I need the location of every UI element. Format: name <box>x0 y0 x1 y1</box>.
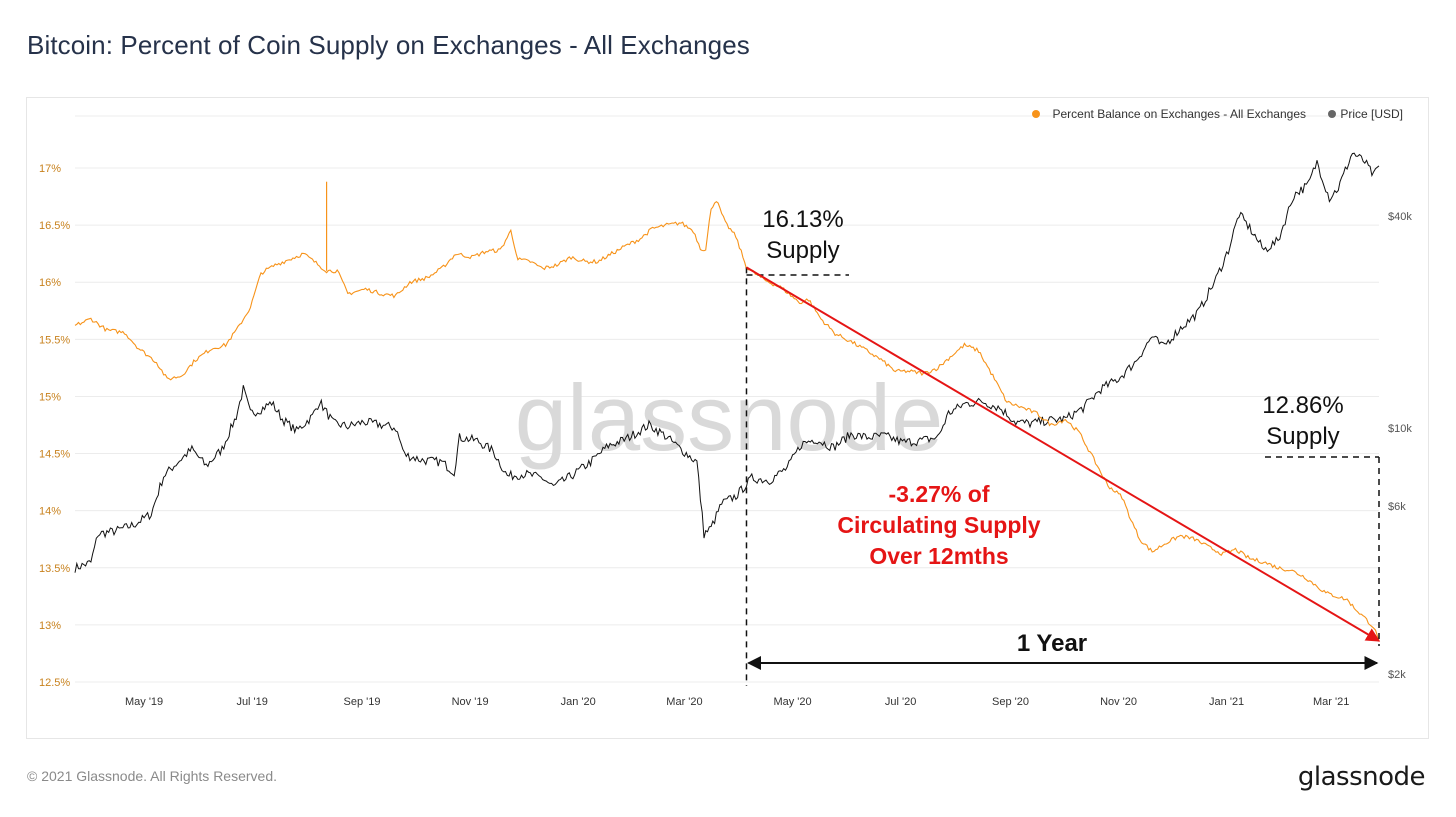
y-left-tick-label: 13% <box>39 620 61 632</box>
y-left-tick-label: 16% <box>39 277 61 289</box>
change-label: -3.27% of Circulating Supply Over 12mths <box>837 481 1040 569</box>
y-right-tick-label: $40k <box>1388 211 1412 223</box>
x-tick-label: May '19 <box>125 696 163 708</box>
y-left-tick-label: 12.5% <box>39 677 70 689</box>
y-right-tick-label: $10k <box>1388 423 1412 435</box>
axes: 17% 16.5% 16% 15.5% 15% 14.5% 14% 13.5% 13% 12.5%… <box>39 163 1412 708</box>
change-label-line: Over 12mths <box>869 543 1008 569</box>
brand-logo: glassnode <box>1297 762 1426 792</box>
trend-arrow <box>745 266 1381 642</box>
x-tick-label: Jan '21 <box>1209 696 1244 708</box>
page-title: Bitcoin: Percent of Coin Supply on Excha… <box>27 30 750 60</box>
y-left-tick-label: 15% <box>39 391 61 403</box>
percent-balance-line <box>74 201 1380 642</box>
x-tick-label: Nov '20 <box>1100 696 1137 708</box>
end-supply-label: 12.86% Supply <box>1262 392 1343 450</box>
legend-dot-supply[interactable] <box>1032 110 1040 118</box>
start-supply-label-line: 16.13% <box>762 206 843 233</box>
x-tick-label: Jul '19 <box>236 696 267 708</box>
end-supply-label-line: Supply <box>1266 423 1339 450</box>
start-supply-label: 16.13% Supply <box>762 206 843 264</box>
x-tick-label: Nov '19 <box>452 696 489 708</box>
y-left-tick-label: 14.5% <box>39 449 70 461</box>
x-tick-label: Mar '20 <box>666 696 702 708</box>
grid-lines <box>75 115 1379 683</box>
x-tick-label: Sep '20 <box>992 696 1029 708</box>
x-tick-label: Mar '21 <box>1313 696 1349 708</box>
y-left-tick-label: 14% <box>39 506 61 518</box>
price-usd-line <box>74 152 1380 573</box>
annotations: 16.13% Supply 12.86% Supply -3.27% of Circula… <box>745 206 1381 686</box>
legend[interactable]: Price [USD] Percent Balance on Exchanges … <box>1032 107 1403 121</box>
y-left-tick-label: 16.5% <box>39 220 70 232</box>
y-right-tick-label: $2k <box>1388 669 1406 681</box>
x-tick-label: Sep '19 <box>344 696 381 708</box>
legend-dot-price[interactable] <box>1328 110 1336 118</box>
x-tick-label: Jan '20 <box>561 696 596 708</box>
x-tick-label: May '20 <box>773 696 811 708</box>
y-left-tick-label: 17% <box>39 163 61 175</box>
y-left-tick-label: 13.5% <box>39 563 70 575</box>
series <box>74 152 1380 642</box>
duration-label: 1 Year <box>1017 630 1087 657</box>
end-supply-label-line: 12.86% <box>1262 392 1343 419</box>
watermark: glassnode <box>515 365 944 470</box>
y-left-tick-label: 15.5% <box>39 334 70 346</box>
chart-area: glassnode 17% 16.5% 16% 15.5% 15% 14.5% 14% 13.… <box>39 107 1412 708</box>
change-label-line: Circulating Supply <box>837 512 1040 538</box>
y-right-tick-label: $6k <box>1388 501 1406 513</box>
start-supply-label-line: Supply <box>766 237 839 264</box>
change-label-line: -3.27% of <box>889 481 990 507</box>
copyright-text: © 2021 Glassnode. All Rights Reserved. <box>27 768 278 784</box>
chart-panel: glassnode 17% 16.5% 16% 15.5% 15% 14.5% 14% 13.… <box>26 97 1429 739</box>
x-tick-label: Jul '20 <box>885 696 916 708</box>
legend-label-price[interactable]: Price [USD] <box>1340 107 1403 121</box>
legend-label-supply[interactable]: Percent Balance on Exchanges - All Excha… <box>1053 107 1307 121</box>
